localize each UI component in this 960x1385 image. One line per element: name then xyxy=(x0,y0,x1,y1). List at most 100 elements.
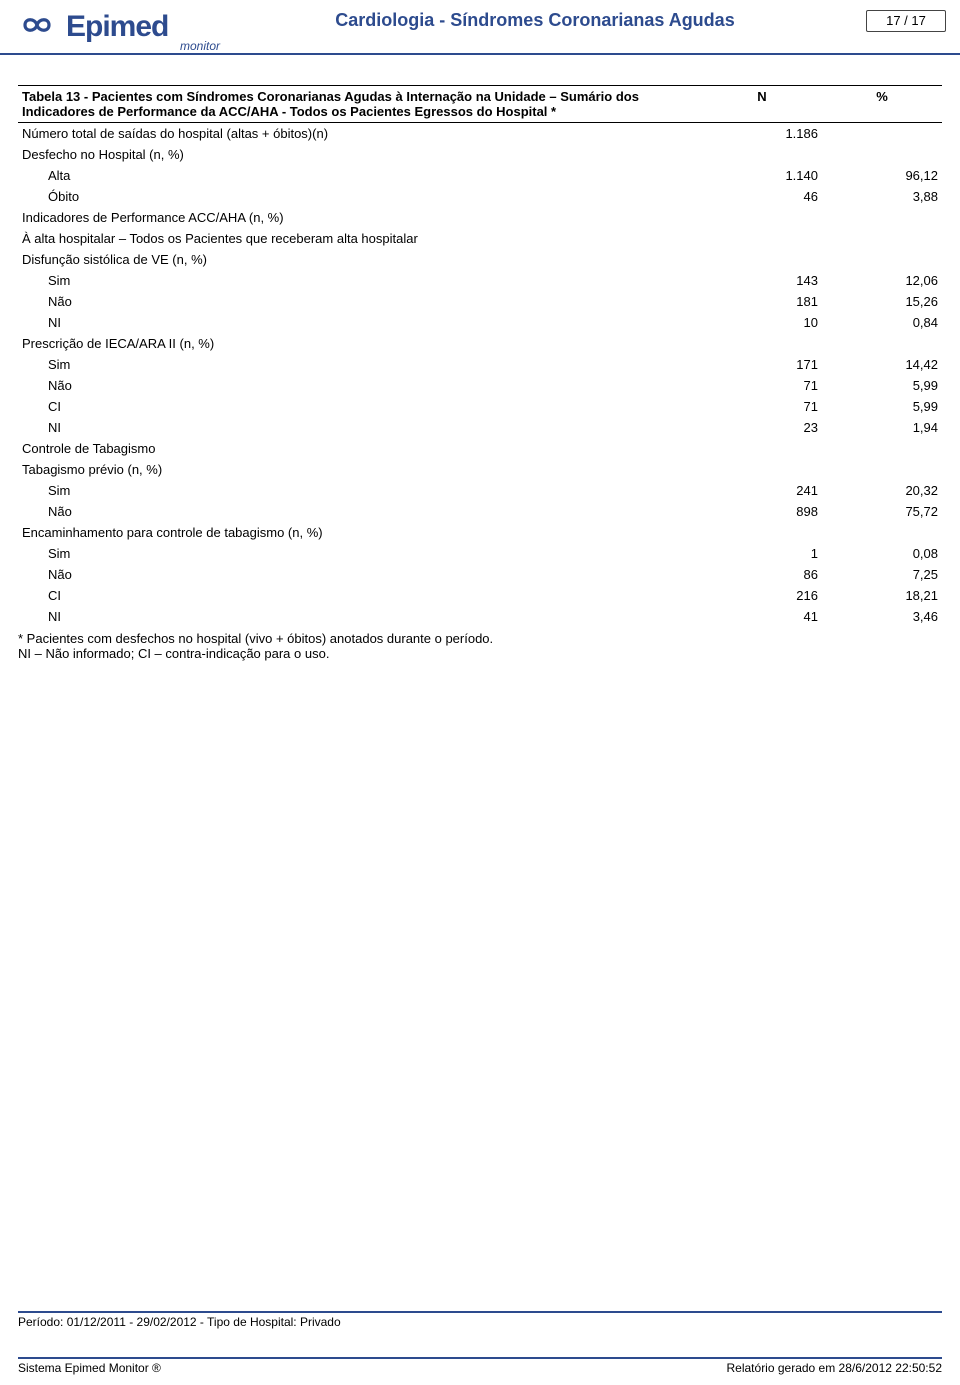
row-n xyxy=(702,438,822,459)
row-n xyxy=(702,522,822,543)
row-pct xyxy=(822,438,942,459)
row-label: CI xyxy=(18,396,702,417)
row-label: Desfecho no Hospital (n, %) xyxy=(18,144,702,165)
table-row: Encaminhamento para controle de tabagism… xyxy=(18,522,942,543)
row-n: 46 xyxy=(702,186,822,207)
table-row: Desfecho no Hospital (n, %) xyxy=(18,144,942,165)
table-title-cell: Tabela 13 - Pacientes com Síndromes Coro… xyxy=(18,86,702,123)
report-title-wrap: Cardiologia - Síndromes Coronarianas Agu… xyxy=(224,8,846,31)
row-label: Prescrição de IECA/ARA II (n, %) xyxy=(18,333,702,354)
row-pct: 5,99 xyxy=(822,375,942,396)
row-pct: 12,06 xyxy=(822,270,942,291)
row-n: 1 xyxy=(702,543,822,564)
row-pct: 20,32 xyxy=(822,480,942,501)
row-n: 241 xyxy=(702,480,822,501)
row-n xyxy=(702,144,822,165)
row-label: Óbito xyxy=(18,186,702,207)
row-label: Indicadores de Performance ACC/AHA (n, %… xyxy=(18,207,702,228)
page-footer: Período: 01/12/2011 - 29/02/2012 - Tipo … xyxy=(0,1311,960,1385)
row-n: 23 xyxy=(702,417,822,438)
table-row: Sim17114,42 xyxy=(18,354,942,375)
row-label: Não xyxy=(18,375,702,396)
row-n xyxy=(702,459,822,480)
row-n: 71 xyxy=(702,396,822,417)
row-label: À alta hospitalar – Todos os Pacientes q… xyxy=(18,228,702,249)
row-n: 171 xyxy=(702,354,822,375)
table-row: NI413,46 xyxy=(18,606,942,627)
footnote-line: * Pacientes com desfechos no hospital (v… xyxy=(18,631,942,646)
row-label: Sim xyxy=(18,354,702,375)
row-n: 143 xyxy=(702,270,822,291)
col-header-n: N xyxy=(702,86,822,123)
row-n: 71 xyxy=(702,375,822,396)
table-row: À alta hospitalar – Todos os Pacientes q… xyxy=(18,228,942,249)
table-row: NI100,84 xyxy=(18,312,942,333)
row-label: NI xyxy=(18,417,702,438)
row-label: Sim xyxy=(18,543,702,564)
table-header-row: Tabela 13 - Pacientes com Síndromes Coro… xyxy=(18,86,942,123)
table-row: Disfunção sistólica de VE (n, %) xyxy=(18,249,942,270)
row-label: Disfunção sistólica de VE (n, %) xyxy=(18,249,702,270)
row-pct xyxy=(822,333,942,354)
row-pct: 1,94 xyxy=(822,417,942,438)
row-label: Encaminhamento para controle de tabagism… xyxy=(18,522,702,543)
footer-system: Sistema Epimed Monitor ® xyxy=(18,1361,161,1375)
footnote-line: NI – Não informado; CI – contra-indicaçã… xyxy=(18,646,942,661)
table-row: Não715,99 xyxy=(18,375,942,396)
row-pct: 5,99 xyxy=(822,396,942,417)
table-row: Sim24120,32 xyxy=(18,480,942,501)
page-indicator: 17 / 17 xyxy=(866,10,946,32)
row-pct: 0,84 xyxy=(822,312,942,333)
row-pct: 3,88 xyxy=(822,186,942,207)
row-n xyxy=(702,207,822,228)
table-row: NI231,94 xyxy=(18,417,942,438)
row-pct xyxy=(822,249,942,270)
table-row: CI21618,21 xyxy=(18,585,942,606)
row-pct: 15,26 xyxy=(822,291,942,312)
row-label: Não xyxy=(18,564,702,585)
table-row: Prescrição de IECA/ARA II (n, %) xyxy=(18,333,942,354)
row-label: Alta xyxy=(18,165,702,186)
data-table: Tabela 13 - Pacientes com Síndromes Coro… xyxy=(18,85,942,627)
table-row: Não89875,72 xyxy=(18,501,942,522)
row-n xyxy=(702,333,822,354)
table-row: CI715,99 xyxy=(18,396,942,417)
row-n: 181 xyxy=(702,291,822,312)
row-n: 1.186 xyxy=(702,123,822,145)
row-n: 898 xyxy=(702,501,822,522)
row-pct: 0,08 xyxy=(822,543,942,564)
page-header: Epimed monitor Cardiologia - Síndromes C… xyxy=(0,0,960,55)
row-n xyxy=(702,228,822,249)
table-row: Indicadores de Performance ACC/AHA (n, %… xyxy=(18,207,942,228)
footer-generated: Relatório gerado em 28/6/2012 22:50:52 xyxy=(727,1361,943,1375)
footer-period: Período: 01/12/2011 - 29/02/2012 - Tipo … xyxy=(18,1311,942,1329)
row-pct xyxy=(822,228,942,249)
report-title: Cardiologia - Síndromes Coronarianas Agu… xyxy=(224,10,846,31)
table-row: Controle de Tabagismo xyxy=(18,438,942,459)
row-n: 41 xyxy=(702,606,822,627)
table-row: Alta1.14096,12 xyxy=(18,165,942,186)
col-header-pct: % xyxy=(822,86,942,123)
row-pct: 7,25 xyxy=(822,564,942,585)
table-row: Óbito463,88 xyxy=(18,186,942,207)
table-row: Tabagismo prévio (n, %) xyxy=(18,459,942,480)
row-n: 86 xyxy=(702,564,822,585)
row-label: NI xyxy=(18,606,702,627)
row-n xyxy=(702,249,822,270)
row-label: Não xyxy=(18,291,702,312)
row-label: Não xyxy=(18,501,702,522)
brand-logo: Epimed monitor xyxy=(14,8,224,53)
infinity-icon xyxy=(14,10,60,43)
row-label: Sim xyxy=(18,480,702,501)
table-row: Sim10,08 xyxy=(18,543,942,564)
row-pct: 96,12 xyxy=(822,165,942,186)
row-pct xyxy=(822,459,942,480)
table-row: Sim14312,06 xyxy=(18,270,942,291)
report-body: Tabela 13 - Pacientes com Síndromes Coro… xyxy=(0,55,960,661)
table-row: Não18115,26 xyxy=(18,291,942,312)
row-pct xyxy=(822,144,942,165)
table-footnotes: * Pacientes com desfechos no hospital (v… xyxy=(18,631,942,661)
row-pct xyxy=(822,123,942,145)
row-label: Controle de Tabagismo xyxy=(18,438,702,459)
row-n: 216 xyxy=(702,585,822,606)
